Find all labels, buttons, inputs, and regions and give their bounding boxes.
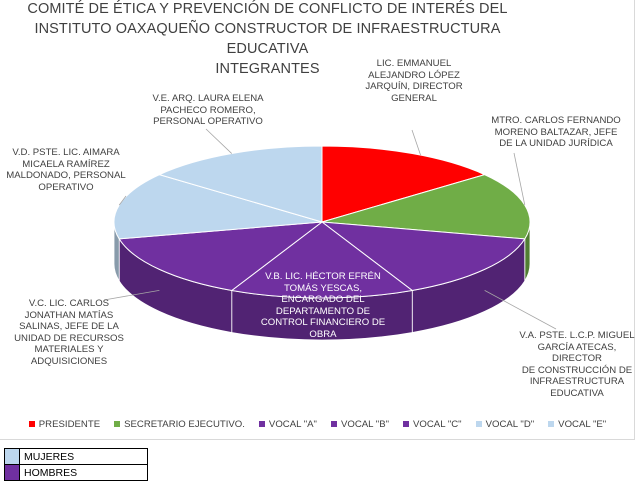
key-row-hombres: HOMBRES [4, 464, 148, 481]
data-label-secretario: MTRO. CARLOS FERNANDO MORENO BALTAZAR, J… [491, 115, 621, 150]
data-label-vocal-c: V.C. LIC. CARLOS JONATHAN MATÍAS SALINAS… [14, 298, 124, 367]
legend-swatch [475, 421, 482, 427]
gender-key-table: MUJERES HOMBRES [4, 448, 148, 481]
chart-title-line-2: INSTITUTO OAXAQUEÑO CONSTRUCTOR DE INFRA… [34, 21, 501, 37]
key-row-mujeres: MUJERES [4, 448, 148, 465]
chart-legend: PRESIDENTE SECRETARIO EJECUTIVO. VOCAL "A"… [0, 414, 635, 434]
data-label-presidente: LIC. EMMANUEL ALEJANDRO LÓPEZ JARQUÍN, D… [365, 58, 463, 104]
legend-label: VOCAL "E" [558, 418, 607, 430]
pie-slice-1 [321, 174, 531, 240]
leader-line-0 [411, 129, 421, 156]
legend-item: SECRETARIO EJECUTIVO. [114, 419, 245, 430]
data-label-vocal-b: V.B. LIC. HÉCTOR EFRÉN TOMÁS YESCAS, ENC… [260, 271, 386, 340]
pie-slice-2 [320, 221, 526, 292]
legend-label: VOCAL "A" [268, 418, 317, 430]
leader-line-1 [513, 152, 526, 206]
legend-swatch [403, 421, 410, 427]
legend-item: VOCAL "C" [403, 419, 462, 430]
leader-line-2 [484, 290, 557, 330]
key-swatch-mujeres [4, 448, 20, 465]
legend-label: SECRETARIO EJECUTIVO. [124, 418, 245, 430]
legend-swatch [330, 421, 337, 427]
leader-line-5 [205, 128, 233, 154]
legend-swatch [28, 421, 35, 427]
legend-label: PRESIDENTE [38, 418, 101, 430]
pie-slice-0 [321, 145, 487, 223]
legend-label: VOCAL "D" [485, 418, 535, 430]
pie-slice-4 [118, 221, 324, 292]
legend-item: PRESIDENTE [28, 418, 101, 430]
key-swatch-hombres [4, 464, 20, 481]
pie-slice-5 [113, 174, 323, 240]
legend-label: VOCAL "B" [340, 418, 390, 430]
legend-swatch [114, 421, 121, 427]
chart-title-line-4: INTEGRANTES [215, 61, 320, 77]
chart-area: COMITÉ DE ÉTICA Y PREVENCIÓN DE CONFLICT… [0, 0, 635, 440]
key-label-hombres: HOMBRES [19, 464, 148, 481]
leader-line-3 [103, 289, 160, 301]
legend-swatch [548, 421, 555, 427]
data-label-vocal-a: V.A. PSTE. L.C.P. MIGUEL GARCÍA ATECAS, … [519, 330, 635, 399]
legend-swatch [258, 421, 265, 427]
legend-item: VOCAL "B" [330, 418, 390, 430]
key-label-mujeres: MUJERES [19, 448, 148, 465]
leader-line-4 [118, 195, 127, 206]
pie-chart [103, 128, 557, 341]
legend-item: VOCAL "A" [258, 418, 317, 430]
legend-item: VOCAL "D" [475, 418, 535, 430]
data-label-vocal-e: V.E. ARQ. LAURA ELENA PACHECO ROMERO, PE… [152, 93, 264, 128]
chart-title-line-3: EDUCATIVA [226, 41, 309, 57]
pie-slice-3 [230, 221, 414, 299]
data-label-vocal-d: V.D. PSTE. LIC. AIMARA MICAELA RAMÍREZ M… [6, 147, 126, 193]
legend-label: VOCAL "C" [413, 418, 462, 430]
chart-title-line-1: COMITÉ DE ÉTICA Y PREVENCIÓN DE CONFLICT… [27, 1, 508, 17]
legend-item: VOCAL "E" [548, 419, 606, 430]
